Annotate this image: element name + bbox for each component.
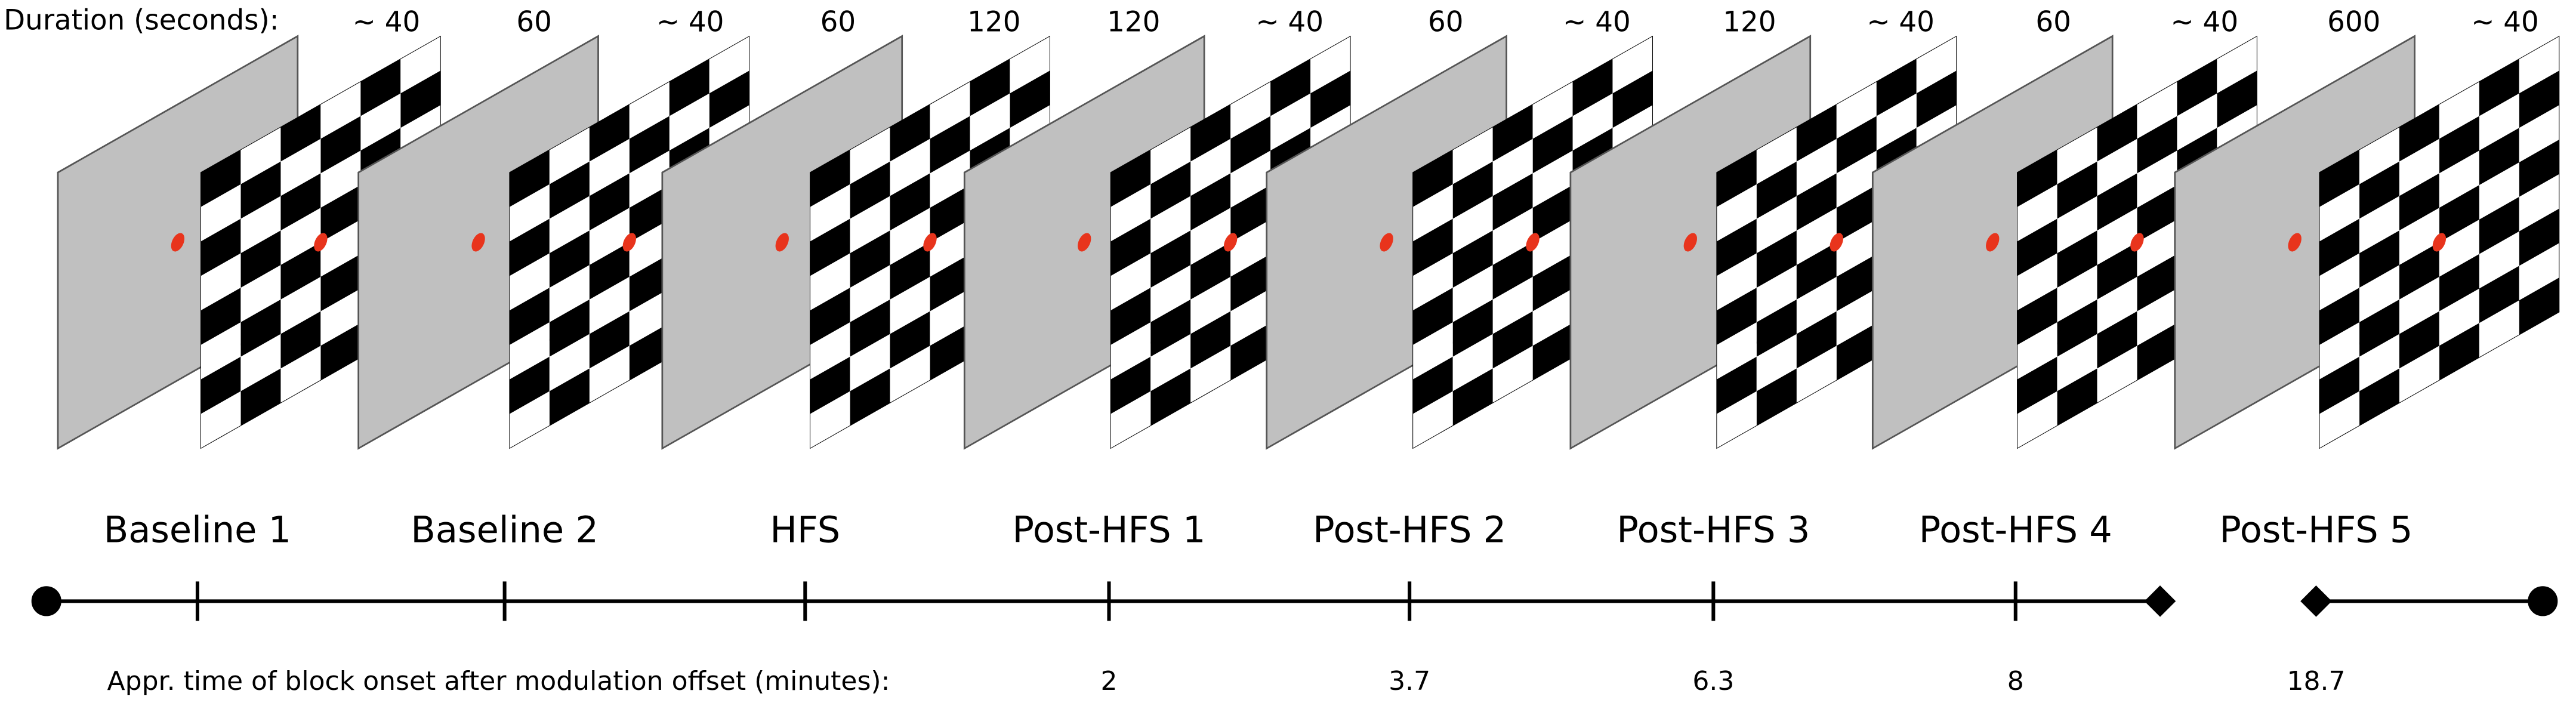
timeline-break [2144,585,2176,617]
duration: 60 [820,6,856,38]
duration: ~ 40 [1867,6,1935,38]
fixation-dot [1986,233,2000,252]
duration: ~ 40 [2171,6,2239,38]
fixation-dot [2130,233,2144,252]
fixation-dot [1223,233,1238,252]
timeline-start [31,586,61,616]
block-label: Post-HFS 5 [2219,509,2413,551]
duration: ~ 40 [1255,6,1324,38]
fixation-dot [1380,233,1393,252]
fixation-dot [1078,233,1091,252]
duration: ~ 40 [2471,6,2539,38]
fixation-dot [2432,233,2447,252]
fixation-dot [2288,233,2302,252]
block-label: Post-HFS 4 [1919,509,2112,551]
block-label: Baseline 1 [104,509,291,551]
duration-header: Duration (seconds): [4,5,279,37]
duration: ~ 40 [656,6,724,38]
fixation-dot [622,233,636,252]
block-label: Post-HFS 3 [1616,509,1810,551]
fixation-dot [171,233,185,252]
duration: 600 [2327,6,2380,38]
onset-time: 6.3 [1692,666,1734,696]
fixation-dot [923,233,937,252]
fixation-dot [775,233,789,252]
fixation-dot [471,233,485,252]
timeline-end [2528,586,2558,616]
fixation-dot [1830,233,1843,252]
timeline-break [2300,585,2332,617]
fixation-dot [1526,233,1540,252]
block-label: HFS [770,509,840,551]
duration: ~ 40 [353,6,421,38]
fixation-dot [1683,233,1697,252]
duration: 120 [1107,6,1160,38]
panels [57,36,2559,449]
timeline-label: Appr. time of block onset after modulati… [107,666,890,696]
block-label: Baseline 2 [411,509,598,551]
duration: 60 [2035,6,2071,38]
duration: ~ 40 [1563,6,1631,38]
fixation-dot [314,233,328,252]
labels: ~ 40 60 ~ 40 60 120 120 ~ 40 60 ~ 40 120 ~ 40 60 ~ 4… [104,6,2539,696]
block-label: Post-HFS 1 [1012,509,1205,551]
duration: 120 [967,6,1020,38]
duration: 120 [1723,6,1776,38]
timeline [31,581,2558,621]
onset-time: 18.7 [2287,666,2345,696]
block-label: Post-HFS 2 [1313,509,1506,551]
onset-time: 8 [2007,666,2024,696]
onset-time: 3.7 [1389,666,1430,696]
onset-time: 2 [1100,666,1117,696]
duration: 60 [516,6,552,38]
duration: 60 [1428,6,1464,38]
